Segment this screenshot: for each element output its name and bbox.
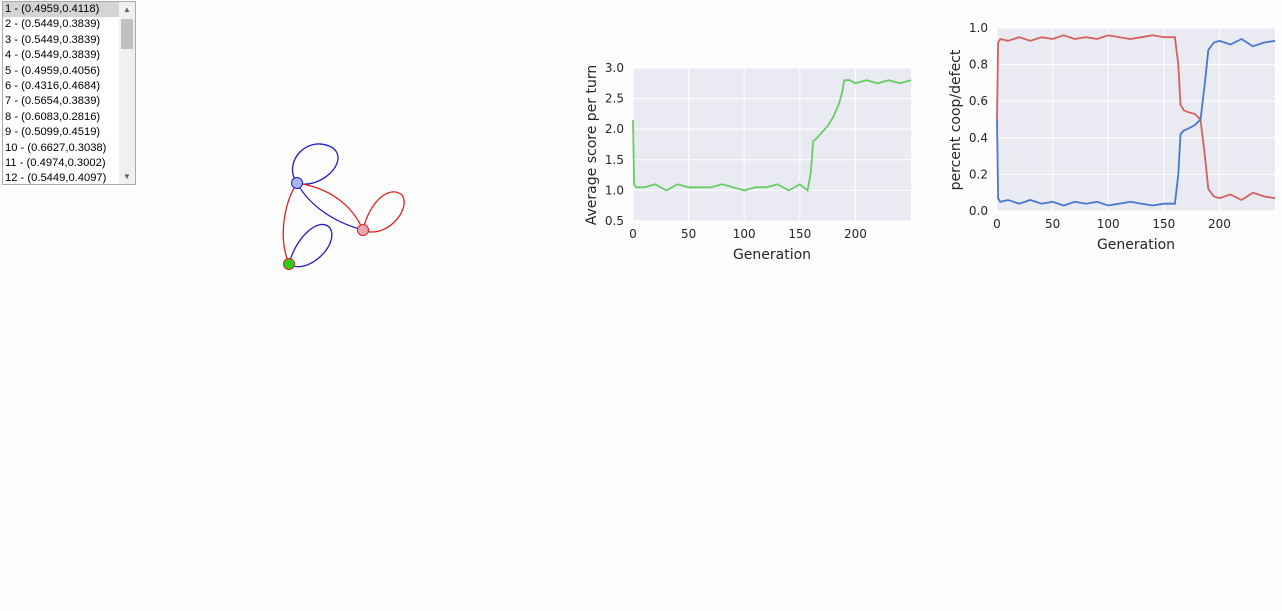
list-item[interactable]: 2 - (0.5449,0.3839) <box>5 18 101 31</box>
node-top[interactable] <box>291 177 303 189</box>
y-tick-label: 0.4 <box>969 131 988 145</box>
y-tick-label: 1.0 <box>969 21 988 35</box>
list-item[interactable]: 6 - (0.4316,0.4684) <box>5 79 101 92</box>
y-axis-label: Average score per turn <box>584 65 600 225</box>
y-tick-label: 2.5 <box>605 92 624 106</box>
blue-self-loop-bottom <box>288 223 333 268</box>
list-item[interactable]: 8 - (0.6083,0.2816) <box>5 110 101 123</box>
list-item[interactable]: 11 - (0.4974,0.3002) <box>5 156 106 169</box>
x-axis-label: Generation <box>1097 237 1175 253</box>
coop-series-line <box>996 37 1276 207</box>
y-tick-label: 0.8 <box>969 58 988 72</box>
x-tick-label: 100 <box>733 227 756 241</box>
x-axis-label: Generation <box>733 247 811 263</box>
y-tick-label: 0.0 <box>969 204 988 218</box>
list-item[interactable]: 5 - (0.4959,0.4056) <box>5 64 101 77</box>
y-tick-label: 3.0 <box>605 61 624 75</box>
scroll-up-icon[interactable]: ▲ <box>123 5 131 14</box>
x-tick-label: 100 <box>1097 217 1120 231</box>
scroll-down-icon[interactable]: ▼ <box>123 172 131 181</box>
x-tick-label: 200 <box>1208 217 1231 231</box>
listbox-items: 1 - (0.4959,0.4118) 2 - (0.5449,0.3839) … <box>3 2 119 185</box>
average-score-chart: 0 50 100 150 200 0.5 1.0 1.5 2.0 2.5 3.0 Generatio… <box>584 61 912 263</box>
list-item[interactable]: 7 - (0.5654,0.3839) <box>5 95 101 108</box>
red-self-loop-right <box>362 191 405 233</box>
defect-series-line <box>996 34 1276 202</box>
list-item[interactable]: 3 - (0.5449,0.3839) <box>5 33 101 46</box>
red-edge-bottom-to-top <box>282 182 298 265</box>
list-item[interactable]: 4 - (0.5449,0.3839) <box>5 49 101 62</box>
score-series-line <box>632 79 912 193</box>
generation-listbox[interactable]: 1 - (0.4959,0.4118) 2 - (0.5449,0.3839) … <box>2 1 136 185</box>
y-tick-label: 0.2 <box>969 167 988 181</box>
y-axis-label: percent coop/defect <box>948 49 964 190</box>
list-item[interactable]: 9 - (0.5099,0.4519) <box>5 126 101 139</box>
x-tick-label: 150 <box>788 227 811 241</box>
blue-edge-right-to-top <box>296 182 364 231</box>
list-item[interactable]: 1 - (0.4959,0.4118) <box>3 2 119 18</box>
list-item[interactable]: 10 - (0.6627,0.3038) <box>5 141 107 154</box>
x-tick-label: 50 <box>1045 217 1060 231</box>
scroll-thumb[interactable] <box>121 19 133 49</box>
plot-background <box>997 28 1275 211</box>
x-tick-label: 200 <box>844 227 867 241</box>
y-tick-label: 1.5 <box>605 153 624 167</box>
x-tick-label: 150 <box>1152 217 1175 231</box>
red-edge-top-to-right <box>296 182 364 231</box>
y-tick-label: 0.5 <box>605 214 624 228</box>
node-start[interactable] <box>283 258 295 270</box>
x-tick-label: 50 <box>681 227 696 241</box>
listbox-scrollbar[interactable]: ▲ ▼ <box>119 2 135 184</box>
x-tick-label: 0 <box>629 227 637 241</box>
list-item[interactable]: 12 - (0.5449,0.4097) <box>5 172 107 185</box>
y-tick-label: 2.0 <box>605 122 624 136</box>
state-diagram <box>282 143 405 270</box>
plot-background <box>633 68 911 221</box>
node-right[interactable] <box>357 224 369 236</box>
coop-defect-chart: 0 50 100 150 200 0.0 0.2 0.4 0.6 0.8 1.0 Generatio… <box>948 21 1276 253</box>
y-tick-label: 1.0 <box>605 183 624 197</box>
blue-self-loop-top <box>291 143 339 185</box>
x-tick-label: 0 <box>993 217 1001 231</box>
y-tick-label: 0.6 <box>969 94 988 108</box>
